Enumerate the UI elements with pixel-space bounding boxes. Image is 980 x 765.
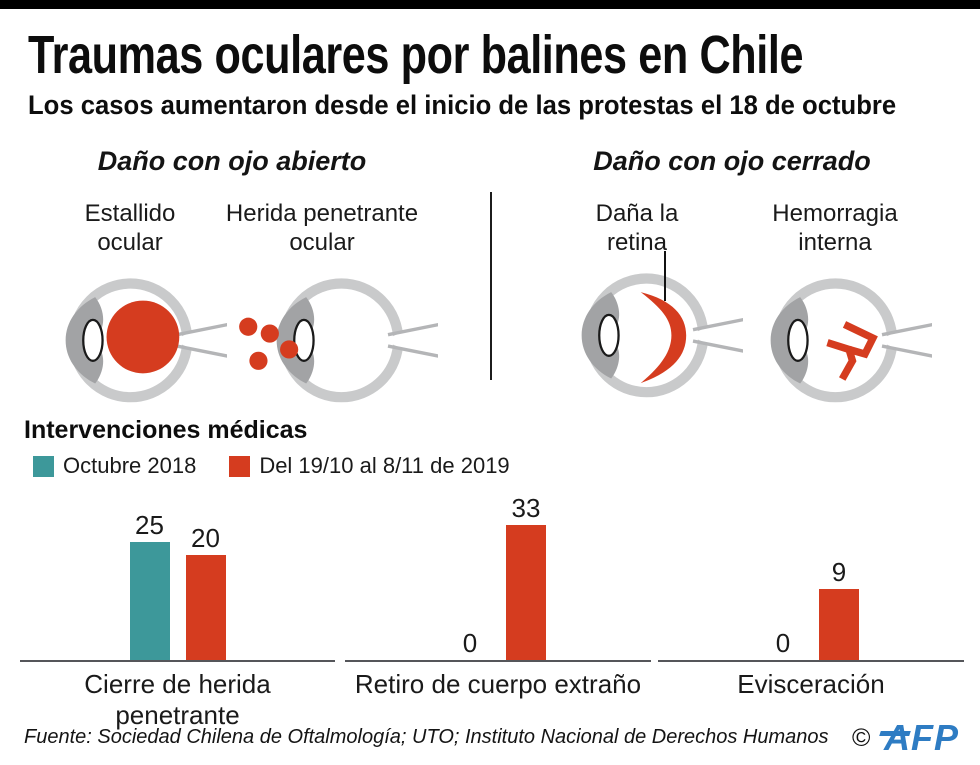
source-credit: Fuente: Sociedad Chilena de Oftalmología… (24, 726, 829, 748)
bar-slot: 20 (185, 523, 226, 660)
legend-item-2018: Octubre 2018 (33, 453, 196, 479)
bar-oct-nov-2019 (506, 525, 546, 660)
bar-value-label: 0 (775, 628, 791, 658)
legend-label: Del 19/10 al 8/11 de 2019 (259, 453, 510, 478)
retina-damage-eye-illustration (543, 260, 743, 413)
bar-slot: 33 (506, 494, 546, 660)
section-divider-line (490, 192, 492, 380)
category-label: Retiro de cuerpo extraño (354, 669, 642, 699)
label-line: Herida penetrante (225, 200, 419, 227)
page-title: Traumas oculares por balines en Chile (28, 25, 804, 85)
label-herida-penetrante: Herida penetrante ocular (192, 199, 452, 257)
bar-value-label: 33 (511, 493, 541, 523)
label-line: Estallido (84, 200, 176, 227)
legend-swatch-teal (33, 455, 54, 477)
top-black-bar (0, 0, 980, 9)
penetrating-wound-eye-illustration (239, 265, 438, 418)
chart-legend: Octubre 2018 Del 19/10 al 8/11 de 2019 (33, 453, 510, 479)
internal-hemorrhage-eye-illustration (732, 265, 932, 418)
chart-group-retiro: 0 33 Retiro de cuerpo extraño (345, 494, 651, 700)
legend-swatch-red (229, 455, 251, 477)
chart-title: Intervenciones médicas (24, 416, 308, 444)
section-title-closed-eye: Daño con ojo cerrado (593, 146, 871, 176)
bar-slot: 0 (763, 629, 803, 660)
afp-logo-bar (879, 731, 911, 736)
bar-value-label: 20 (191, 523, 220, 553)
label-dana-la-retina: Daña la retina (537, 199, 737, 257)
bar-value-label: 25 (135, 510, 164, 540)
section-title-open-eye: Daño con ojo abierto (97, 146, 367, 176)
bars-area: 25 20 (20, 495, 335, 662)
bar-octubre-2018 (129, 542, 170, 660)
afp-logo-text: AFP (884, 717, 959, 758)
chart-group-cierre: 25 20 Cierre de herida penetrante (20, 495, 335, 731)
label-estallido-ocular: Estallido ocular (30, 199, 230, 257)
bar-slot: 25 (129, 510, 170, 660)
bar-value-label: 9 (831, 557, 847, 587)
label-line: ocular (289, 229, 355, 256)
label-line: retina (606, 229, 668, 256)
category-label: Evisceración (737, 669, 885, 699)
label-line: ocular (97, 229, 163, 256)
retina-pointer-line (664, 251, 666, 301)
afp-logo: AFP (879, 717, 959, 759)
label-line: interna (798, 229, 872, 256)
category-label: Cierre de herida penetrante (84, 669, 271, 730)
bar-oct-nov-2019 (819, 589, 859, 660)
bar-oct-nov-2019 (185, 555, 226, 660)
label-line: Daña la (595, 200, 679, 227)
legend-label: Octubre 2018 (63, 453, 197, 478)
bar-slot: 9 (819, 558, 859, 660)
label-line: Hemorragia (772, 200, 898, 227)
legend-item-2019: Del 19/10 al 8/11 de 2019 (229, 453, 510, 479)
copyright-symbol: © (852, 724, 871, 752)
label-hemorragia-interna: Hemorragia interna (725, 199, 945, 257)
ruptured-eye-illustration (27, 265, 227, 418)
bar-value-label: 0 (462, 628, 478, 658)
page-subtitle: Los casos aumentaron desde el inicio de … (28, 90, 897, 120)
bar-slot: 0 (450, 629, 490, 660)
bars-area: 0 33 (345, 494, 651, 662)
